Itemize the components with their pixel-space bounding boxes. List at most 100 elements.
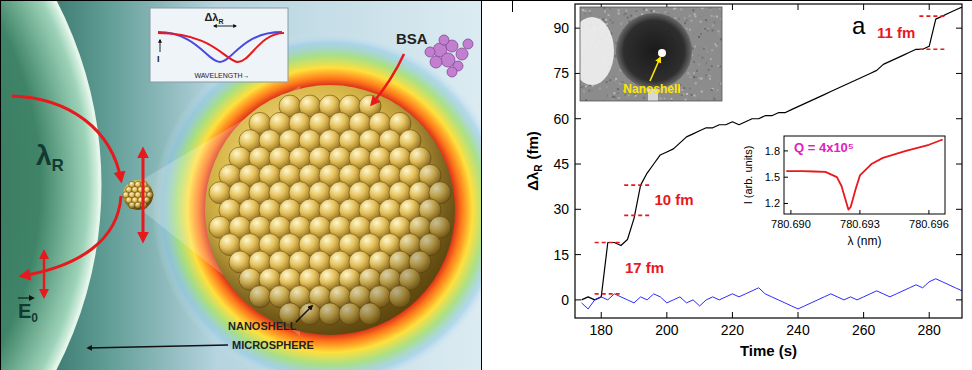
- protein-label: BSA: [396, 30, 428, 47]
- image-noise: [704, 62, 706, 64]
- image-noise: [613, 28, 615, 30]
- border: [512, 0, 513, 12]
- annotation-label: 17 fm: [625, 259, 664, 276]
- image-noise: [716, 45, 718, 47]
- image-noise: [699, 77, 701, 79]
- y-tick-label: 60: [553, 111, 569, 127]
- image-noise: [606, 81, 608, 83]
- image-noise: [690, 76, 692, 78]
- image-noise: [611, 21, 613, 23]
- x-tick: [798, 312, 799, 318]
- image-noise: [614, 80, 616, 82]
- image-noise: [615, 78, 617, 80]
- x-tick-label: 180: [590, 322, 614, 338]
- image-noise: [607, 95, 609, 97]
- inset-y-label: I (arb. units): [742, 146, 754, 205]
- light-path: [12, 96, 121, 180]
- nanoshell-body: [123, 180, 153, 210]
- text-part: Δλ: [524, 171, 541, 191]
- image-noise: [709, 71, 711, 73]
- text-part: 0: [31, 311, 38, 325]
- x-tick: [732, 4, 733, 10]
- image-noise: [711, 65, 713, 67]
- image-noise: [588, 90, 590, 92]
- image-noise: [616, 80, 618, 82]
- image-noise: [615, 55, 617, 57]
- x-tick-label: 200: [655, 322, 679, 338]
- annotation-dash: [624, 184, 650, 186]
- image-microsphere: [616, 13, 692, 89]
- x-tick: [863, 4, 864, 10]
- spectrum-curve-before: [158, 32, 282, 62]
- inset-x-tick: [859, 210, 860, 214]
- annotation-dash: [919, 15, 945, 17]
- image-noise: [615, 56, 617, 58]
- image-noise: [684, 22, 686, 24]
- image-noise: [707, 60, 709, 62]
- y-tick-label: 75: [553, 65, 569, 81]
- image-noise: [714, 21, 716, 23]
- image-noise: [694, 13, 696, 15]
- image-noise: [694, 46, 696, 48]
- image-noise: [704, 29, 706, 31]
- field-label: E0: [18, 300, 38, 325]
- inset-data: [786, 140, 942, 210]
- protein: [425, 35, 473, 77]
- image-noise: [618, 97, 620, 99]
- spectrum-y-label: I: [157, 54, 160, 64]
- image-noise: [602, 18, 604, 20]
- image-noise: [713, 15, 715, 17]
- plot-data: [582, 7, 962, 309]
- protein-blob: [430, 56, 442, 68]
- y-tick: [956, 254, 962, 255]
- spectrum-x-label: WAVELENGTH→: [194, 72, 249, 79]
- image-noise: [606, 23, 608, 25]
- inset-y-tick: [784, 203, 788, 204]
- image-noise: [609, 79, 611, 81]
- image-noise: [608, 14, 610, 16]
- x-tick-label: 240: [786, 322, 810, 338]
- image-noise: [712, 24, 714, 26]
- image-noise: [684, 17, 686, 19]
- y-tick: [956, 299, 962, 300]
- image-noise: [680, 8, 682, 10]
- y-tick: [956, 118, 962, 119]
- image-noise: [643, 8, 645, 10]
- text-part: E: [18, 300, 31, 322]
- protein-blob: [439, 35, 449, 45]
- image-noise: [692, 9, 694, 11]
- image-noise: [702, 57, 704, 59]
- image-noise: [625, 13, 627, 15]
- image-noise: [686, 93, 688, 95]
- text-part: (fm): [524, 131, 541, 159]
- image-noise: [618, 12, 620, 14]
- inset-y-tick-label: 1.2: [765, 197, 780, 209]
- image-noise: [613, 76, 615, 78]
- image-noise: [674, 17, 676, 19]
- image-noise: [696, 61, 698, 63]
- image-noise: [705, 77, 707, 79]
- annotation-label: 11 fm: [877, 24, 915, 41]
- image-noise: [618, 9, 620, 11]
- spectrum-y-arrow: [160, 40, 161, 52]
- image-noise: [718, 34, 720, 36]
- image-noise: [680, 8, 682, 10]
- image-noise: [689, 88, 691, 90]
- inset-x-tick-label: 780.693: [840, 218, 880, 230]
- image-noise: [583, 86, 585, 88]
- panel-label: a: [852, 12, 866, 39]
- image-noise: [686, 28, 688, 30]
- y-tick: [575, 254, 581, 255]
- image-noise: [591, 98, 593, 100]
- inset-frame: [784, 136, 945, 214]
- nanoshell-label: NANOSHELL: [228, 320, 297, 332]
- image-noise: [584, 10, 586, 12]
- image-noise: [589, 10, 591, 12]
- image-noise: [683, 87, 685, 89]
- pointer-arrow: [88, 345, 228, 348]
- image-noise: [714, 76, 716, 78]
- image-bright-region: [580, 17, 614, 85]
- image-noise: [703, 17, 705, 19]
- y-tick: [575, 299, 581, 300]
- inset-background: [740, 126, 956, 256]
